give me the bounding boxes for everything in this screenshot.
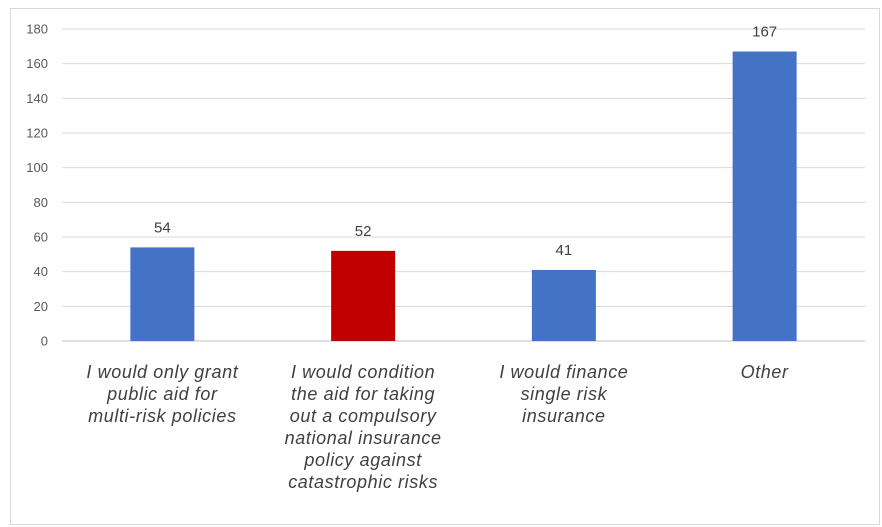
data-label: 54 [154,219,171,236]
x-tick-label: national insurance [285,428,442,448]
data-label: 52 [355,223,372,240]
y-tick-label: 80 [34,195,48,210]
x-tick-label: public aid for [106,384,218,404]
data-label: 41 [556,242,573,259]
bar [732,51,797,342]
x-tick-label: I would condition [291,362,435,382]
y-tick-label: 120 [26,126,48,141]
data-label: 167 [752,24,777,41]
y-tick-label: 140 [26,91,48,106]
y-tick-label: 60 [34,230,48,245]
y-tick-label: 160 [26,56,48,71]
y-tick-label: 180 [26,22,48,37]
x-tick-label: the aid for taking [291,384,435,404]
x-tick-label: multi-risk policies [88,406,236,426]
y-tick-label: 40 [34,264,48,279]
x-tick-label: Other [741,362,789,382]
x-tick-label: insurance [522,406,605,426]
x-tick-label: single risk [521,384,608,404]
bar [331,250,396,341]
bar [531,269,596,341]
x-tick-label: catastrophic risks [288,472,438,492]
bar [130,247,195,341]
y-tick-label: 100 [26,160,48,175]
x-tick-label: policy against [303,450,422,470]
x-tick-label: out a compulsory [290,406,437,426]
y-tick-label: 20 [34,299,48,314]
x-tick-label: I would only grant [86,362,238,382]
y-tick-label: 0 [41,334,48,349]
x-tick-label: I would finance [499,362,628,382]
